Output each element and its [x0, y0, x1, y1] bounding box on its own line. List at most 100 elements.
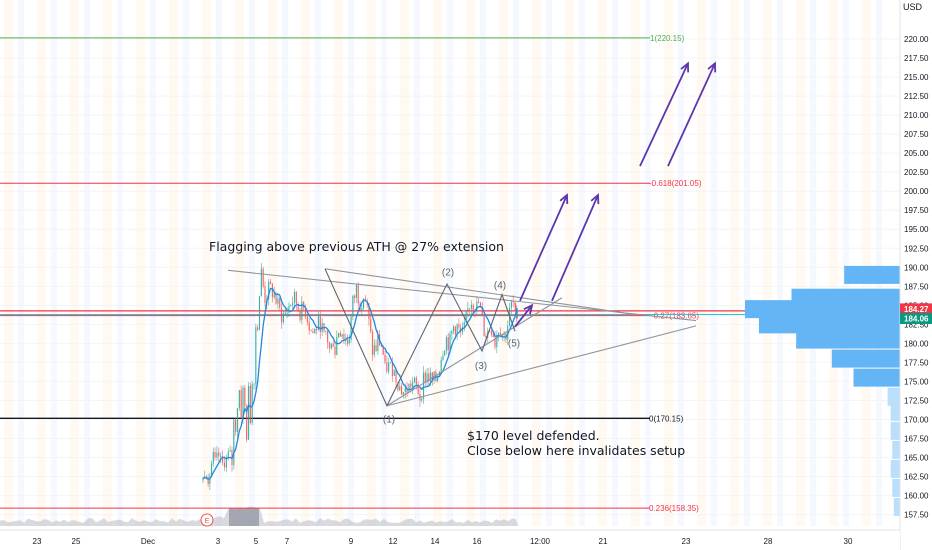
- candle-body: [255, 327, 257, 384]
- candle-body: [293, 291, 296, 303]
- session-stripe: [843, 0, 849, 526]
- support-note-line1: $170 level defended.: [467, 428, 600, 443]
- volume-profile-bar: [745, 300, 900, 319]
- session-stripe: [480, 0, 486, 526]
- price-tick-label: 175.00: [904, 377, 929, 386]
- candle-body: [269, 281, 272, 284]
- candle-body: [503, 333, 505, 336]
- candle-body: [221, 456, 224, 463]
- candle-body: [279, 298, 281, 308]
- session-stripe: [546, 0, 552, 526]
- event-marker-label: E: [205, 518, 210, 525]
- candle-body: [393, 369, 395, 376]
- currency-label[interactable]: USD: [903, 2, 923, 12]
- session-stripe: [777, 0, 783, 526]
- candle-body: [210, 463, 213, 477]
- headline-annotation: Flagging above previous ATH @ 27% extens…: [209, 239, 504, 254]
- session-stripe: [37, 0, 46, 526]
- session-stripe: [334, 0, 343, 526]
- session-stripe: [697, 0, 706, 526]
- trendline-upper: [324, 268, 635, 316]
- session-stripe: [301, 0, 310, 526]
- candle-body: [233, 419, 235, 466]
- candle-body: [478, 301, 480, 303]
- candle-body: [476, 301, 478, 312]
- time-tick-label: 23: [682, 537, 691, 546]
- candle-body: [388, 362, 390, 372]
- candle-body: [244, 387, 246, 407]
- candle-body: [357, 284, 359, 304]
- session-stripe: [84, 0, 90, 526]
- candle-body: [463, 322, 465, 327]
- session-stripe: [829, 0, 838, 526]
- candle-body: [225, 457, 227, 468]
- candle-body: [469, 308, 471, 310]
- trendline-lower-long: [386, 325, 697, 407]
- fib-levels: 1(220.15) -0.618(201.05) -0.27(183.65) 0(17…: [0, 34, 702, 513]
- volume-spike: [229, 508, 259, 526]
- session-stripe: [202, 0, 211, 526]
- candle-body: [297, 303, 299, 311]
- session-stripe: [249, 0, 255, 526]
- candle-body: [389, 362, 392, 364]
- candle-body: [260, 268, 262, 297]
- candle-body: [352, 295, 354, 317]
- price-tick-label: 215.00: [904, 73, 929, 82]
- candle-body: [400, 386, 403, 395]
- price-tick-label: 200.00: [904, 187, 929, 196]
- volume-profile-bar: [890, 459, 900, 478]
- time-tick-label: 12: [389, 537, 398, 546]
- price-tick-label: 210.00: [904, 111, 929, 120]
- price-tag-label: 184.27: [904, 305, 929, 314]
- price-tick-label: 157.50: [904, 511, 929, 520]
- session-stripe: [183, 0, 189, 526]
- candle-body: [257, 327, 259, 330]
- price-tick-label: 160.00: [904, 492, 929, 501]
- candle-body: [370, 319, 372, 332]
- candle-body: [323, 323, 325, 331]
- grid: [0, 38, 900, 516]
- candle-body: [354, 295, 356, 298]
- candle-body: [277, 298, 279, 304]
- candle-body: [501, 335, 503, 337]
- candle-body: [424, 372, 426, 383]
- candle-body: [316, 328, 318, 330]
- candle-body: [510, 301, 512, 308]
- candle-body: [328, 342, 331, 349]
- candle-body: [451, 331, 453, 334]
- arrow-short: [514, 304, 533, 328]
- session-stripe: [315, 0, 321, 526]
- price-tick-label: 167.50: [904, 434, 929, 443]
- wave-label-3: (3): [475, 361, 487, 372]
- candle-body: [402, 392, 405, 395]
- price-tick-label: 192.50: [904, 244, 929, 253]
- candle-body: [452, 326, 455, 332]
- candle-body: [209, 476, 211, 484]
- session-stripes: [4, 0, 882, 526]
- price-tick-label: 202.50: [904, 168, 929, 177]
- time-tick-label: 14: [431, 537, 440, 546]
- arrow-mid-1-head: [559, 193, 569, 205]
- candle-body: [295, 291, 297, 304]
- session-stripe: [744, 0, 750, 526]
- candle-body: [382, 346, 384, 355]
- candle-body: [214, 452, 216, 458]
- candle-body: [467, 308, 469, 312]
- volume-profile-bar: [890, 402, 900, 421]
- session-stripe: [381, 0, 387, 526]
- candle-body: [512, 301, 514, 303]
- candle-body: [286, 312, 288, 314]
- session-stripe: [499, 0, 508, 526]
- candle-body: [288, 305, 290, 313]
- session-stripe: [678, 0, 684, 526]
- arrow-short-head: [523, 303, 534, 315]
- price-tick-label: 207.50: [904, 130, 929, 139]
- candle-body: [290, 304, 292, 306]
- candle-body: [447, 337, 449, 350]
- candle-body: [327, 330, 329, 343]
- session-stripe: [4, 0, 13, 526]
- session-stripe: [282, 0, 288, 526]
- session-stripe: [268, 0, 277, 526]
- volume-profile-bar: [796, 330, 900, 349]
